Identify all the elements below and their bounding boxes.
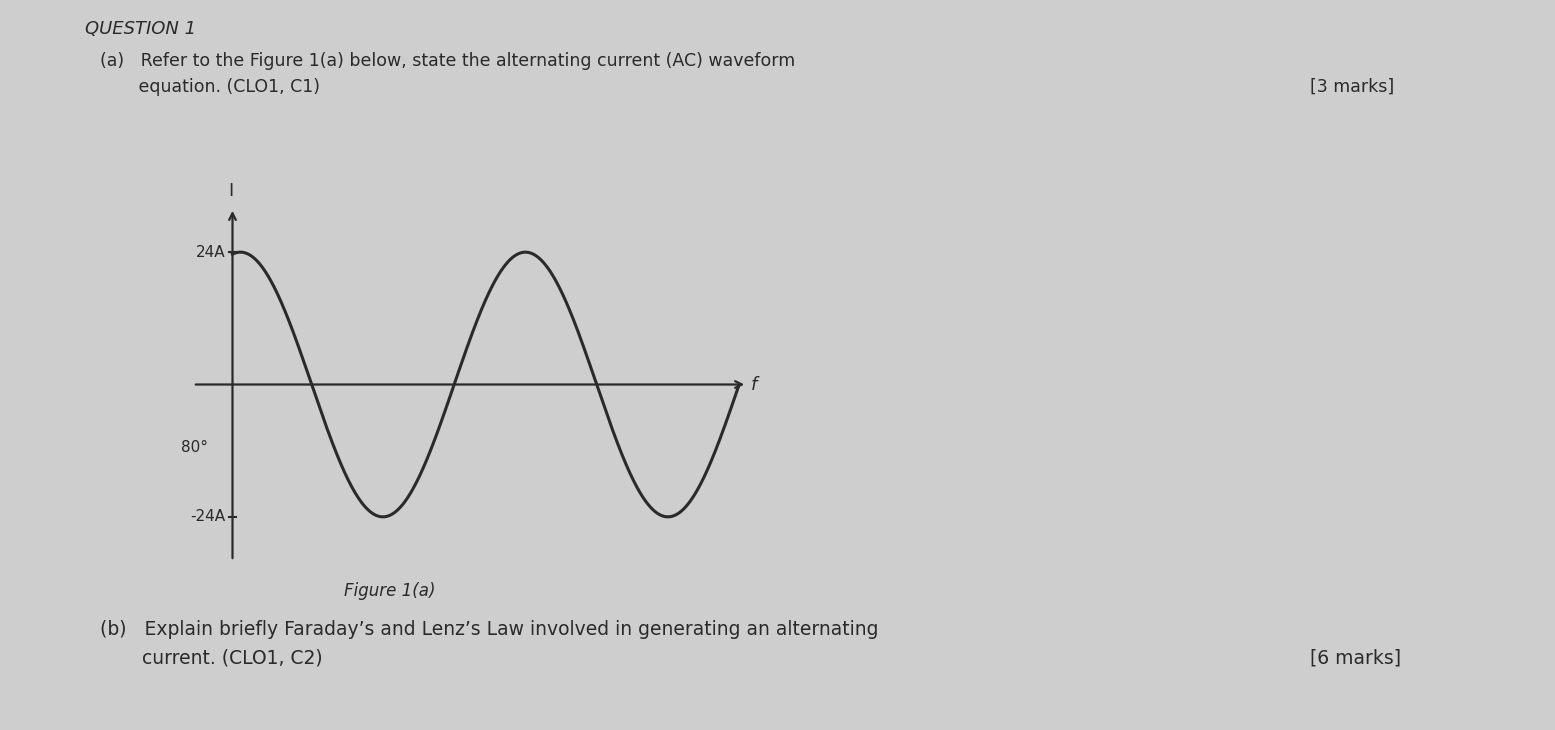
Text: current. (CLO1, C2): current. (CLO1, C2) xyxy=(100,648,322,667)
Text: QUESTION 1: QUESTION 1 xyxy=(86,20,196,38)
Text: [3 marks]: [3 marks] xyxy=(1309,78,1395,96)
Text: f: f xyxy=(751,375,757,393)
Text: I: I xyxy=(229,182,233,200)
Text: -24A: -24A xyxy=(190,510,225,524)
Text: (b)   Explain briefly Faraday’s and Lenz’s Law involved in generating an alterna: (b) Explain briefly Faraday’s and Lenz’s… xyxy=(100,620,879,639)
Text: 80°: 80° xyxy=(180,439,208,455)
Text: Figure 1(a): Figure 1(a) xyxy=(344,582,435,600)
Text: equation. (CLO1, C1): equation. (CLO1, C1) xyxy=(100,78,320,96)
Text: 24A: 24A xyxy=(196,245,225,260)
Text: [6 marks]: [6 marks] xyxy=(1309,648,1401,667)
Text: (a)   Refer to the Figure 1(a) below, state the alternating current (AC) wavefor: (a) Refer to the Figure 1(a) below, stat… xyxy=(100,52,795,70)
